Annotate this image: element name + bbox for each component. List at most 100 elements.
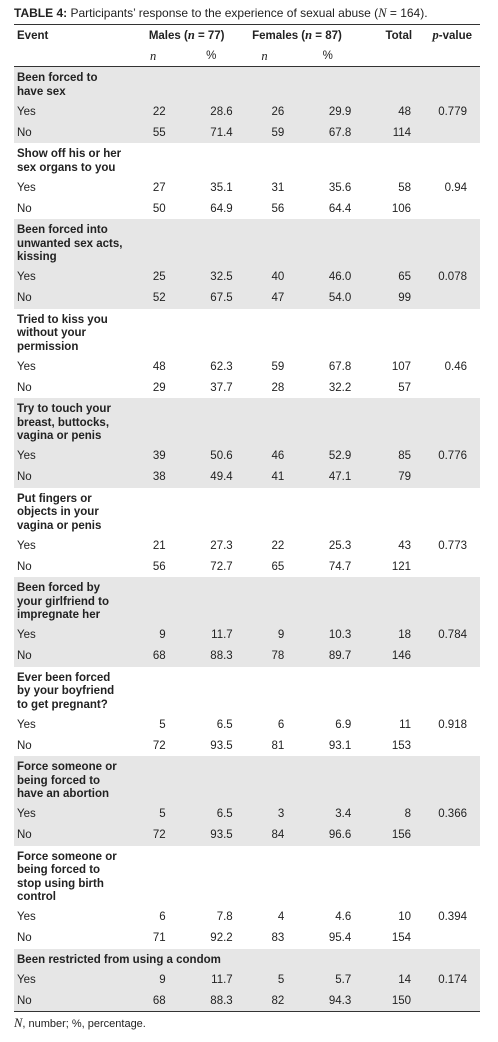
data-row: No 55 71.4 59 67.8 114 <box>14 122 480 143</box>
cell: 11 <box>399 718 412 731</box>
data-row: Yes 9 11.7 9 10.3 18 0.784 <box>14 624 480 646</box>
cell: 93.5 <box>210 739 233 752</box>
cell: 88.3 <box>170 645 238 667</box>
row-label: No <box>14 645 136 667</box>
data-row: Yes 39 50.6 46 52.9 85 0.776 <box>14 445 480 467</box>
row-label: No <box>17 932 32 944</box>
event-heading: Ever been forced by your boyfriend to ge… <box>14 667 480 715</box>
cell: 99 <box>356 287 419 309</box>
row-label: No <box>17 381 32 394</box>
event-text: Tried to kiss you without your permissio… <box>17 313 108 353</box>
row-label: No <box>17 560 32 573</box>
subheader-cell: % <box>291 46 357 67</box>
cell: 85 <box>356 445 419 467</box>
row-label: Yes <box>14 101 136 122</box>
event-heading: Been forced into unwanted sex acts, kiss… <box>14 219 480 267</box>
cell: 46.0 <box>291 266 357 288</box>
event-text: Ever been forced by your boyfriend to ge… <box>17 671 115 711</box>
cell <box>418 990 480 1012</box>
cell: 10 <box>398 911 412 923</box>
cell: 0.174 <box>418 969 480 990</box>
cell: 35.1 <box>210 181 233 194</box>
cell: 72.7 <box>210 560 233 573</box>
row-label: Yes <box>17 360 36 373</box>
group-heading-row: Ever been forced by your boyfriend to ge… <box>14 667 480 715</box>
event-heading: Force someone or being forced to stop us… <box>14 846 480 907</box>
event-heading: Been forced to have sex <box>14 66 480 101</box>
text-segment: = 164). <box>386 6 428 20</box>
cell: 96.6 <box>291 824 357 846</box>
group-heading-row: Try to touch your breast, buttocks, vagi… <box>14 398 480 446</box>
subheader-cell: n <box>135 46 171 67</box>
group-heading-row: Put fingers or objects in your vagina or… <box>14 488 480 536</box>
event-text: Put fingers or objects in your vagina or… <box>17 492 102 532</box>
text-segment: = 87) <box>312 30 342 42</box>
cell: 27.3 <box>210 539 233 552</box>
data-row: No 50 64.9 56 64.4 106 <box>14 198 480 219</box>
cell <box>418 645 480 667</box>
cell: 22 <box>271 539 285 552</box>
cell: 79 <box>356 466 419 488</box>
event-heading: Been forced by your girlfriend to impreg… <box>14 577 480 625</box>
text-segment: Participants’ response to the experience… <box>67 6 379 20</box>
cell: 39 <box>135 445 171 467</box>
cell <box>418 377 480 398</box>
cell: 81 <box>271 739 285 752</box>
event-heading: Put fingers or objects in your vagina or… <box>14 488 480 536</box>
data-row: Yes 22 28.6 26 29.9 48 0.779 <box>14 101 480 122</box>
cell: 28 <box>271 381 285 394</box>
data-row: No 72 93.5 81 93.1 153 <box>14 735 480 756</box>
data-row: No 68 88.3 82 94.3 150 <box>14 990 480 1012</box>
cell: 46 <box>237 445 292 467</box>
row-label: No <box>14 287 136 309</box>
cell: 6 <box>159 911 166 923</box>
cell: 6.5 <box>216 718 233 731</box>
row-label: No <box>14 466 136 488</box>
row-label: Yes <box>17 181 36 194</box>
cell: 146 <box>356 645 419 667</box>
cell: 6 <box>277 718 285 731</box>
cell: 121 <box>391 560 412 573</box>
subheader-text: n <box>261 48 268 63</box>
cell: 3.4 <box>291 803 357 825</box>
cell: 43 <box>398 539 412 552</box>
cell: 67.8 <box>291 122 357 143</box>
event-text: Show off his or her sex organs to you <box>17 148 122 174</box>
cell: 6.5 <box>170 803 238 825</box>
cell: 65 <box>271 560 285 573</box>
text-segment: n <box>305 28 313 42</box>
data-row: Yes 9 11.7 5 5.7 14 0.174 <box>14 969 480 990</box>
group-heading-row: Force someone or being forced to stop us… <box>14 846 480 907</box>
cell: 31 <box>271 181 285 194</box>
event-heading: Tried to kiss you without your permissio… <box>14 309 480 357</box>
cell: 84 <box>237 824 292 846</box>
cell: 93.1 <box>328 739 352 752</box>
cell: 68 <box>135 645 171 667</box>
text-segment: p <box>432 28 439 42</box>
cell: 92.2 <box>210 932 233 944</box>
cell: 0.078 <box>418 266 480 288</box>
cell: 5 <box>237 969 292 990</box>
cell: 29.9 <box>291 101 357 122</box>
header-cell: Males (n = 77) <box>135 24 238 46</box>
cell <box>418 466 480 488</box>
cell: 93.5 <box>170 824 238 846</box>
text-segment: N <box>378 6 387 20</box>
cell: 49.4 <box>170 466 238 488</box>
text-segment: N <box>14 1016 23 1030</box>
text-segment: TABLE 4: <box>14 6 68 20</box>
cell: 18 <box>356 624 419 646</box>
row-label: Yes <box>17 911 36 923</box>
event-heading: Try to touch your breast, buttocks, vagi… <box>14 398 480 446</box>
cell: 9 <box>135 969 171 990</box>
cell: 22 <box>135 101 171 122</box>
cell: 35.6 <box>328 181 352 194</box>
cell: 52 <box>135 287 171 309</box>
cell: 71.4 <box>170 122 238 143</box>
cell <box>418 287 480 309</box>
row-label: Yes <box>17 539 36 552</box>
cell <box>418 735 480 756</box>
event-text: Been forced by your girlfriend to impreg… <box>17 582 109 621</box>
cell: 67.5 <box>170 287 238 309</box>
